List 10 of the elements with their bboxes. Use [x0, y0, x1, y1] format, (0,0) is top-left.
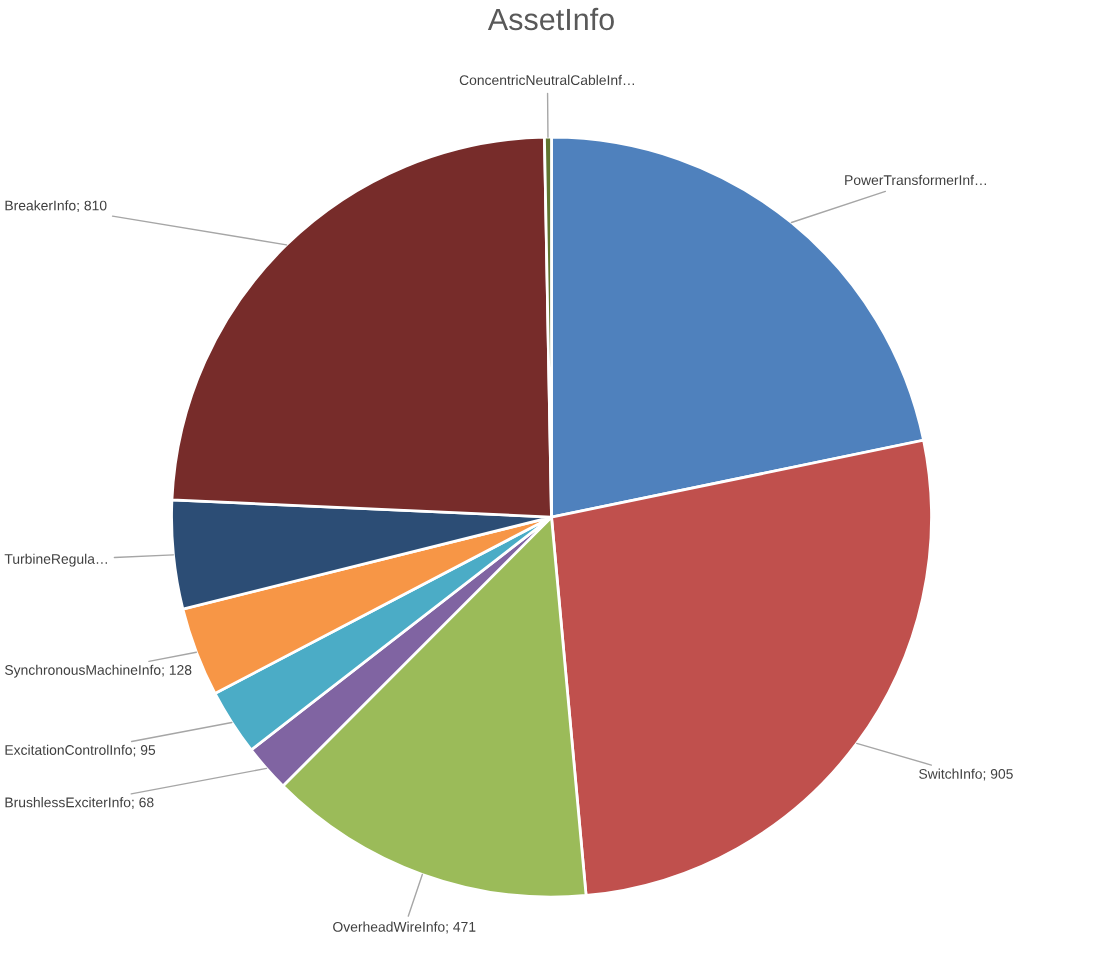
slice-label: SynchronousMachineInfo; 128: [5, 664, 192, 678]
slice-label: OverheadWireInfo; 471: [333, 921, 476, 934]
chart-title: AssetInfo: [487, 7, 614, 31]
slice-label: SwitchInfo; 905: [919, 768, 1013, 781]
slice-label: BreakerInfo; 810: [5, 200, 107, 213]
slice-label: PowerTransformerInf…: [845, 174, 986, 186]
slice-label: ExcitationControlInfo; 95: [5, 744, 156, 757]
slice-label: BrushlessExciterInfo; 68: [5, 797, 154, 809]
slice-label: ConcentricNeutralCableInf…: [459, 74, 634, 86]
slice-label: TurbineRegula…: [4, 553, 107, 567]
